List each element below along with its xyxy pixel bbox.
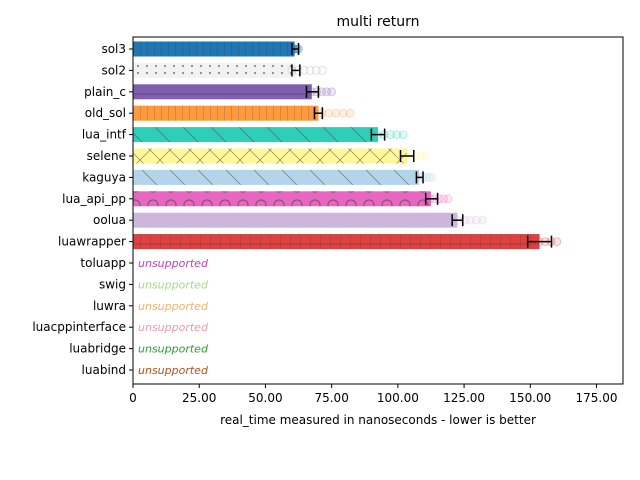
sample-point xyxy=(421,151,431,161)
error-bar-selene xyxy=(399,150,415,162)
sample-point xyxy=(322,87,332,97)
unsupported-label: unsupported xyxy=(138,321,209,334)
sample-point xyxy=(317,66,327,75)
bar-old_sol xyxy=(133,105,319,121)
bar-kaguya xyxy=(133,169,420,185)
x-tick-label: 50.00 xyxy=(248,391,282,405)
y-tick-label: luacppinterface xyxy=(32,320,126,334)
bar-sol2 xyxy=(133,62,296,78)
y-tick-label: luawrapper xyxy=(58,235,126,249)
bar-selene xyxy=(133,148,408,164)
sample-point xyxy=(398,130,408,140)
sample-point xyxy=(331,108,341,118)
unsupported-label: unsupported xyxy=(138,257,209,270)
x-tick-label: 175.00 xyxy=(576,391,618,405)
y-tick-label: luabridge xyxy=(69,342,126,356)
unsupported-label: unsupported xyxy=(138,278,209,291)
x-tick-label: 125.00 xyxy=(443,391,485,405)
y-tick-label: sol2 xyxy=(101,63,126,77)
error-bar-kaguya xyxy=(415,171,424,184)
plot-frame xyxy=(132,36,624,385)
x-axis: 0 25.00 50.00 75.00 100.00 125.00 150.00 175.00 xyxy=(129,384,618,405)
sample-point xyxy=(424,172,434,182)
sample-point xyxy=(305,66,315,75)
sample-point xyxy=(311,66,321,75)
error-bar-lua_api_pp xyxy=(424,192,439,205)
error-bar-old_sol xyxy=(313,107,324,120)
y-tick-label: lua_intf xyxy=(82,128,127,142)
bar-plain_c xyxy=(133,84,312,100)
error-bar-luawrapper xyxy=(526,235,553,248)
sample-point xyxy=(386,130,395,140)
bar-lua_api_pp xyxy=(133,191,431,207)
unsupported-label: unsupported xyxy=(138,343,209,356)
sample-point xyxy=(427,172,437,182)
sample-point xyxy=(478,215,488,225)
sample-point xyxy=(327,87,337,97)
bar-luawrapper xyxy=(133,234,540,250)
x-axis-label: real_time measured in nanoseconds - lowe… xyxy=(220,413,536,427)
sample-point xyxy=(443,194,453,204)
unsupported-label: unsupported xyxy=(138,300,209,313)
x-tick-label: 25.00 xyxy=(182,391,216,405)
y-tick-label: lua_api_pp xyxy=(62,192,126,206)
y-tick-label: sol3 xyxy=(101,42,126,56)
error-bar-sol2 xyxy=(291,64,301,77)
sample-point xyxy=(324,108,334,118)
sample-point xyxy=(338,108,348,118)
y-tick-label: selene xyxy=(87,149,126,163)
sample-point xyxy=(466,215,475,225)
sample-point xyxy=(472,215,481,225)
y-tick-label: plain_c xyxy=(84,85,126,99)
unsupported-label: unsupported xyxy=(138,364,209,377)
bar-oolua xyxy=(133,212,458,228)
x-tick-label: 150.00 xyxy=(509,391,551,405)
y-tick-label: kaguya xyxy=(82,170,126,184)
sample-point xyxy=(345,108,355,118)
y-tick-label: luwra xyxy=(93,299,126,313)
error-bar-plain_c xyxy=(305,85,320,98)
error-bar-lua_intf xyxy=(370,128,386,141)
y-tick-label: swig xyxy=(99,277,126,291)
y-tick-label: old_sol xyxy=(85,106,126,120)
plot-area: unsupported unsupported unsupported unsuppo… xyxy=(133,41,562,377)
x-tick-label: 100.00 xyxy=(377,391,419,405)
y-tick-label: luabind xyxy=(82,363,126,377)
bar-sol3 xyxy=(133,41,295,57)
y-tick-label: oolua xyxy=(93,213,126,227)
error-bar-oolua xyxy=(451,214,464,227)
y-tick-label: toluapp xyxy=(80,256,126,270)
sample-point xyxy=(439,194,449,204)
bar-lua_intf xyxy=(133,127,378,143)
x-tick-label: 75.00 xyxy=(314,391,348,405)
sample-point xyxy=(416,151,426,161)
sample-point xyxy=(392,130,402,140)
chart-title: multi return xyxy=(336,14,419,30)
error-bar-sol3 xyxy=(291,43,300,55)
sample-point xyxy=(552,237,562,247)
x-tick-label: 0 xyxy=(129,391,137,405)
